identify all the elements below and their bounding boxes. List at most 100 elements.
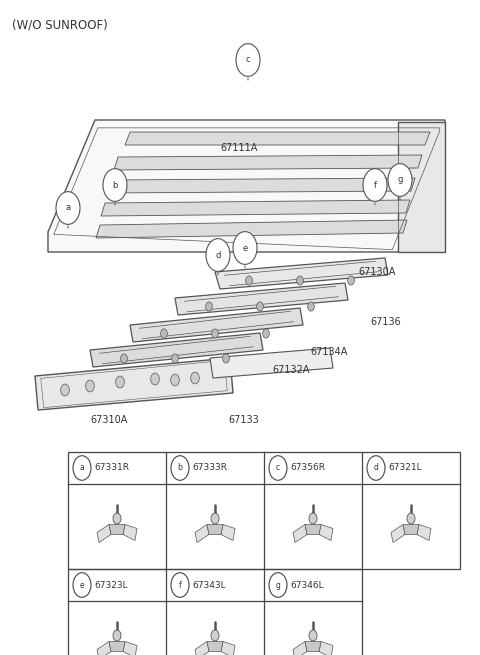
Circle shape	[211, 513, 219, 524]
Circle shape	[171, 374, 180, 386]
Circle shape	[191, 372, 199, 384]
Polygon shape	[96, 220, 407, 238]
Circle shape	[171, 456, 189, 480]
Polygon shape	[106, 178, 415, 193]
Polygon shape	[48, 120, 445, 252]
Circle shape	[103, 168, 127, 201]
Text: 67132A: 67132A	[272, 365, 310, 375]
Polygon shape	[221, 525, 235, 540]
Text: 67310A: 67310A	[90, 415, 127, 425]
Polygon shape	[101, 200, 410, 216]
Text: b: b	[178, 464, 182, 472]
Polygon shape	[130, 308, 303, 342]
Polygon shape	[195, 525, 209, 542]
Polygon shape	[215, 258, 388, 289]
Circle shape	[223, 354, 229, 363]
Polygon shape	[210, 348, 333, 378]
Polygon shape	[398, 122, 445, 252]
Text: 67343L: 67343L	[192, 580, 226, 590]
Text: 67134A: 67134A	[310, 347, 348, 357]
Polygon shape	[97, 525, 111, 542]
Circle shape	[205, 302, 212, 311]
Text: b: b	[112, 181, 118, 189]
Circle shape	[269, 572, 287, 597]
Polygon shape	[35, 358, 233, 410]
Circle shape	[116, 376, 124, 388]
Circle shape	[388, 164, 412, 196]
Text: (W/O SUNROOF): (W/O SUNROOF)	[12, 18, 108, 31]
Text: 67321L: 67321L	[388, 464, 421, 472]
Polygon shape	[319, 525, 333, 540]
Text: d: d	[216, 250, 221, 259]
Circle shape	[309, 513, 317, 524]
Circle shape	[151, 373, 159, 385]
Text: g: g	[397, 176, 403, 185]
Polygon shape	[195, 641, 209, 655]
Circle shape	[367, 456, 385, 480]
Polygon shape	[305, 525, 321, 534]
Text: g: g	[276, 580, 280, 590]
Circle shape	[308, 302, 314, 311]
Circle shape	[269, 456, 287, 480]
Text: 67356R: 67356R	[290, 464, 325, 472]
Polygon shape	[221, 641, 235, 655]
Circle shape	[161, 329, 168, 338]
Circle shape	[120, 354, 127, 363]
Circle shape	[171, 572, 189, 597]
Bar	[68, 569, 362, 655]
Circle shape	[257, 302, 264, 311]
Circle shape	[73, 456, 91, 480]
Circle shape	[56, 192, 80, 225]
Polygon shape	[114, 155, 422, 170]
Polygon shape	[293, 525, 307, 542]
Text: c: c	[276, 464, 280, 472]
Text: f: f	[179, 580, 181, 590]
Circle shape	[172, 354, 179, 363]
Circle shape	[297, 276, 303, 285]
Circle shape	[212, 329, 218, 338]
Polygon shape	[123, 641, 137, 655]
Circle shape	[60, 384, 69, 396]
Circle shape	[113, 513, 121, 524]
Polygon shape	[293, 641, 307, 655]
Text: 67133: 67133	[228, 415, 259, 425]
Text: f: f	[373, 181, 376, 189]
Text: 67111A: 67111A	[220, 143, 257, 153]
Text: c: c	[246, 56, 250, 64]
Polygon shape	[319, 641, 333, 655]
Polygon shape	[391, 525, 405, 542]
Circle shape	[348, 276, 354, 285]
Circle shape	[86, 380, 94, 392]
Circle shape	[73, 572, 91, 597]
Polygon shape	[175, 283, 348, 315]
Polygon shape	[123, 525, 137, 540]
Circle shape	[407, 513, 415, 524]
Text: d: d	[373, 464, 378, 472]
Polygon shape	[207, 525, 223, 534]
Text: 67130A: 67130A	[358, 267, 396, 277]
Text: a: a	[65, 204, 71, 212]
Text: 67346L: 67346L	[290, 580, 324, 590]
Polygon shape	[90, 333, 263, 367]
Circle shape	[206, 238, 230, 271]
Polygon shape	[207, 641, 223, 652]
Circle shape	[211, 630, 219, 641]
Circle shape	[263, 329, 269, 338]
Polygon shape	[109, 641, 125, 652]
Text: a: a	[80, 464, 84, 472]
Bar	[68, 452, 460, 569]
Circle shape	[113, 630, 121, 641]
Circle shape	[363, 168, 387, 201]
Text: e: e	[80, 580, 84, 590]
Polygon shape	[403, 525, 419, 534]
Text: 67136: 67136	[370, 317, 401, 327]
Text: 67331R: 67331R	[94, 464, 129, 472]
Text: 67333R: 67333R	[192, 464, 227, 472]
Polygon shape	[305, 641, 321, 652]
Circle shape	[309, 630, 317, 641]
Polygon shape	[417, 525, 431, 540]
Polygon shape	[109, 525, 125, 534]
Polygon shape	[97, 641, 111, 655]
Text: e: e	[242, 244, 248, 252]
Circle shape	[236, 44, 260, 77]
